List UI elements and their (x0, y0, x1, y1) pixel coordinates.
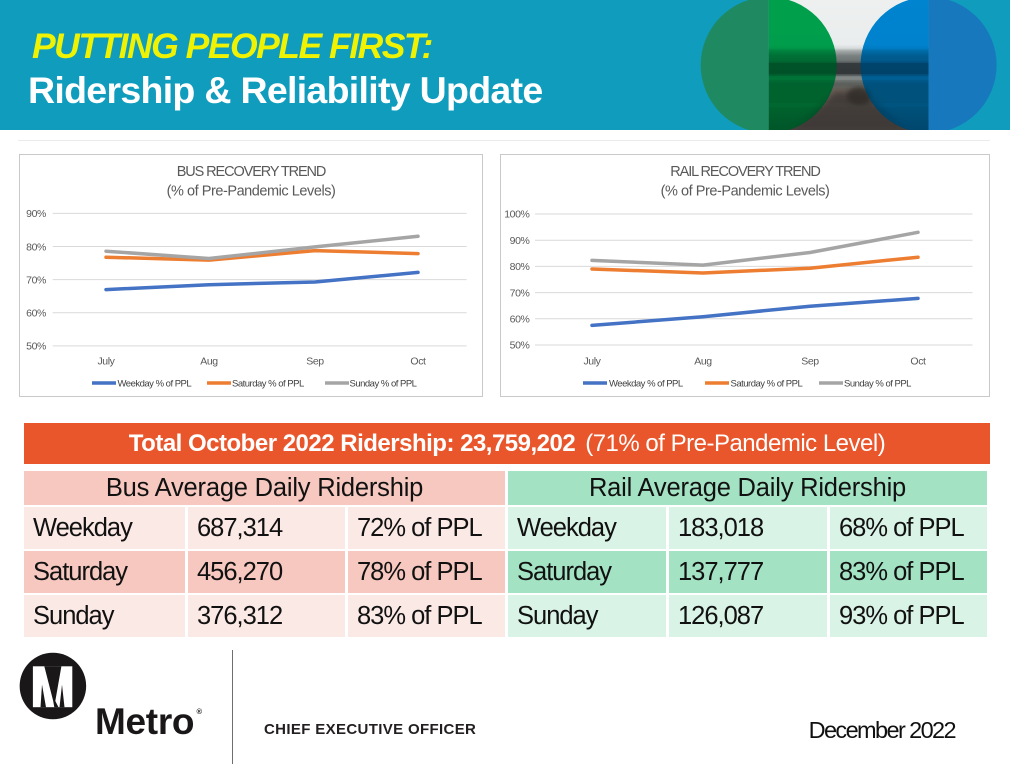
svg-text:July: July (583, 356, 601, 368)
svg-text:Aug: Aug (200, 356, 218, 368)
svg-text:Sep: Sep (306, 356, 324, 368)
svg-text:Oct: Oct (910, 356, 926, 368)
svg-text:70%: 70% (510, 287, 530, 299)
svg-text:Oct: Oct (410, 356, 426, 368)
svg-text:Sep: Sep (801, 356, 819, 368)
svg-text:Weekday % of PPL: Weekday % of PPL (118, 379, 192, 390)
svg-text:Sunday % of PPL: Sunday % of PPL (350, 379, 417, 390)
svg-text:BUS RECOVERY TREND: BUS RECOVERY TREND (177, 164, 326, 180)
svg-text:50%: 50% (26, 341, 46, 353)
svg-text:80%: 80% (510, 261, 530, 273)
svg-text:(% of Pre-Pandemic Levels): (% of Pre-Pandemic Levels) (167, 184, 336, 200)
svg-text:60%: 60% (26, 308, 46, 320)
svg-text:RAIL RECOVERY TREND: RAIL RECOVERY TREND (670, 164, 820, 180)
svg-text:70%: 70% (26, 274, 46, 286)
svg-text:90%: 90% (26, 208, 46, 220)
svg-text:60%: 60% (510, 314, 530, 326)
svg-text:50%: 50% (510, 340, 530, 352)
svg-text:100%: 100% (504, 209, 529, 221)
svg-text:Saturday % of PPL: Saturday % of PPL (731, 379, 803, 390)
svg-text:(% of Pre-Pandemic Levels): (% of Pre-Pandemic Levels) (661, 184, 830, 200)
svg-text:Sunday % of PPL: Sunday % of PPL (844, 379, 911, 390)
svg-text:Saturday % of PPL: Saturday % of PPL (232, 379, 304, 390)
svg-text:Aug: Aug (694, 356, 712, 368)
svg-text:July: July (97, 356, 115, 368)
svg-text:80%: 80% (26, 241, 46, 253)
svg-text:90%: 90% (510, 235, 530, 247)
svg-text:Weekday % of PPL: Weekday % of PPL (609, 379, 683, 390)
